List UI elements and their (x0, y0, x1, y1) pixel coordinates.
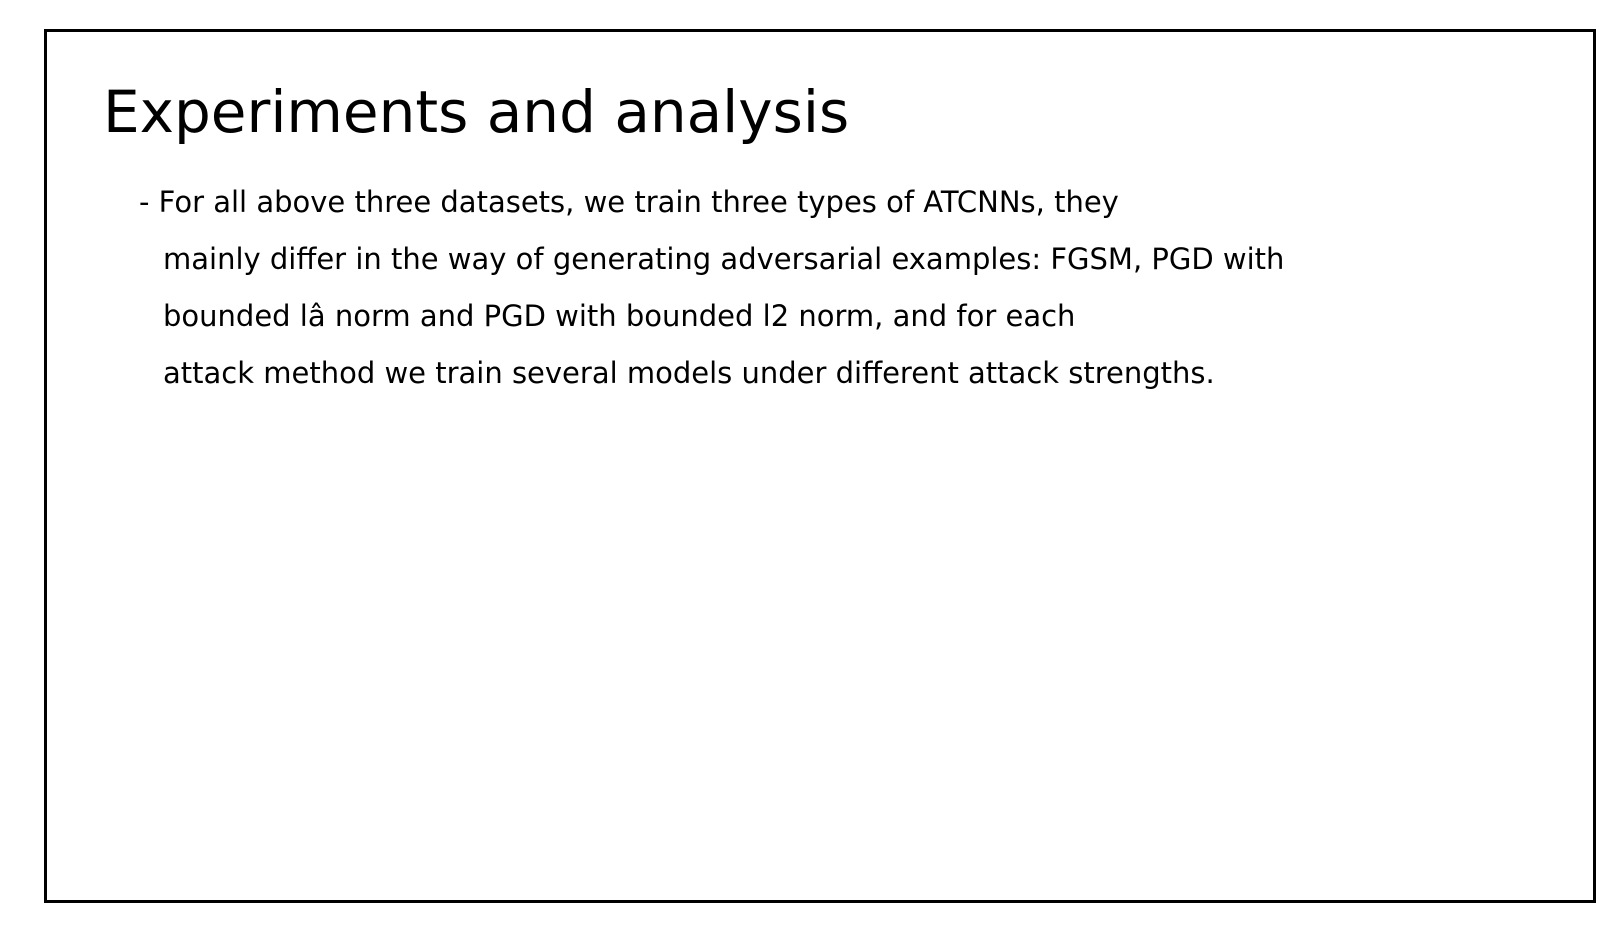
bullet-line-4: attack method we train several models un… (139, 345, 1284, 402)
slide-title: Experiments and analysis (103, 78, 849, 148)
bullet-line-2: mainly differ in the way of generating a… (139, 231, 1284, 288)
slide-frame: Experiments and analysis - For all above… (44, 29, 1596, 903)
bullet-line-3: bounded lâ norm and PGD with bounded l2 … (139, 288, 1284, 345)
bullet-text-block: - For all above three datasets, we train… (139, 174, 1284, 402)
bullet-line-1: - For all above three datasets, we train… (139, 174, 1284, 231)
